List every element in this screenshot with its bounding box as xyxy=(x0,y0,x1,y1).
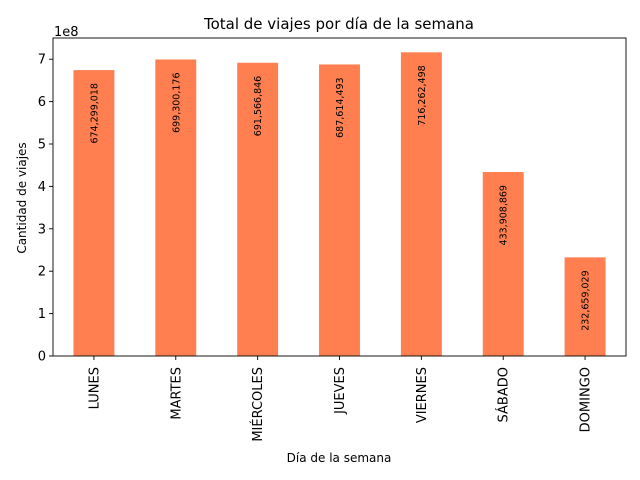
y-tick-label: 3 xyxy=(38,222,46,237)
bars-group xyxy=(73,52,606,357)
bar-sábado xyxy=(482,172,524,356)
bar-value-label: 687,614,493 xyxy=(335,77,346,137)
x-tick-label: LUNES xyxy=(87,367,102,409)
x-tick-label: DOMINGO xyxy=(579,367,594,432)
y-axis-title: Cantidad de viajes xyxy=(15,142,29,253)
bar-value-label: 691,566,846 xyxy=(253,76,264,136)
y-tick-label: 6 xyxy=(38,95,46,110)
y-tick-label: 4 xyxy=(38,180,46,195)
y-tick-label: 7 xyxy=(38,53,46,68)
y-tick-label: 2 xyxy=(38,265,46,280)
x-axis-ticks: LUNES MARTES MIÉRCOLES JUEVES VIERNES SÁBADO D… xyxy=(87,356,594,442)
bar-value-label: 716,262,498 xyxy=(417,65,428,125)
y-axis-offset-label: 1e8 xyxy=(54,25,79,40)
x-tick-label: SÁBADO xyxy=(496,367,512,422)
x-tick-label: JUEVES xyxy=(333,367,348,415)
bar-martes xyxy=(155,59,197,356)
y-tick-label: 1 xyxy=(38,307,46,322)
bar-value-label: 699,300,176 xyxy=(171,72,182,132)
chart-title: Total de viajes por día de la semana xyxy=(203,15,474,33)
x-tick-label: MARTES xyxy=(169,367,184,420)
bar-value-label: 433,908,869 xyxy=(499,185,510,245)
bar-labels-group: 674,299,018 699,300,176 691,566,846 687,614… xyxy=(89,65,591,330)
bar-jueves xyxy=(319,64,360,357)
bar-viernes xyxy=(400,52,442,357)
bar-value-label: 674,299,018 xyxy=(89,83,100,143)
x-tick-label: MIÉRCOLES xyxy=(250,367,266,442)
y-axis-ticks: 0 1 2 3 4 5 6 7 xyxy=(38,53,53,365)
bar-miércoles xyxy=(237,62,279,356)
y-tick-label: 0 xyxy=(38,350,46,365)
plot-frame xyxy=(52,37,627,357)
bar-value-label: 232,659,029 xyxy=(581,270,592,330)
bar-lunes xyxy=(73,70,115,356)
x-tick-label: VIERNES xyxy=(415,367,430,423)
y-tick-label: 5 xyxy=(38,138,46,153)
x-axis-title: Día de la semana xyxy=(287,451,392,465)
bar-domingo xyxy=(564,257,606,356)
